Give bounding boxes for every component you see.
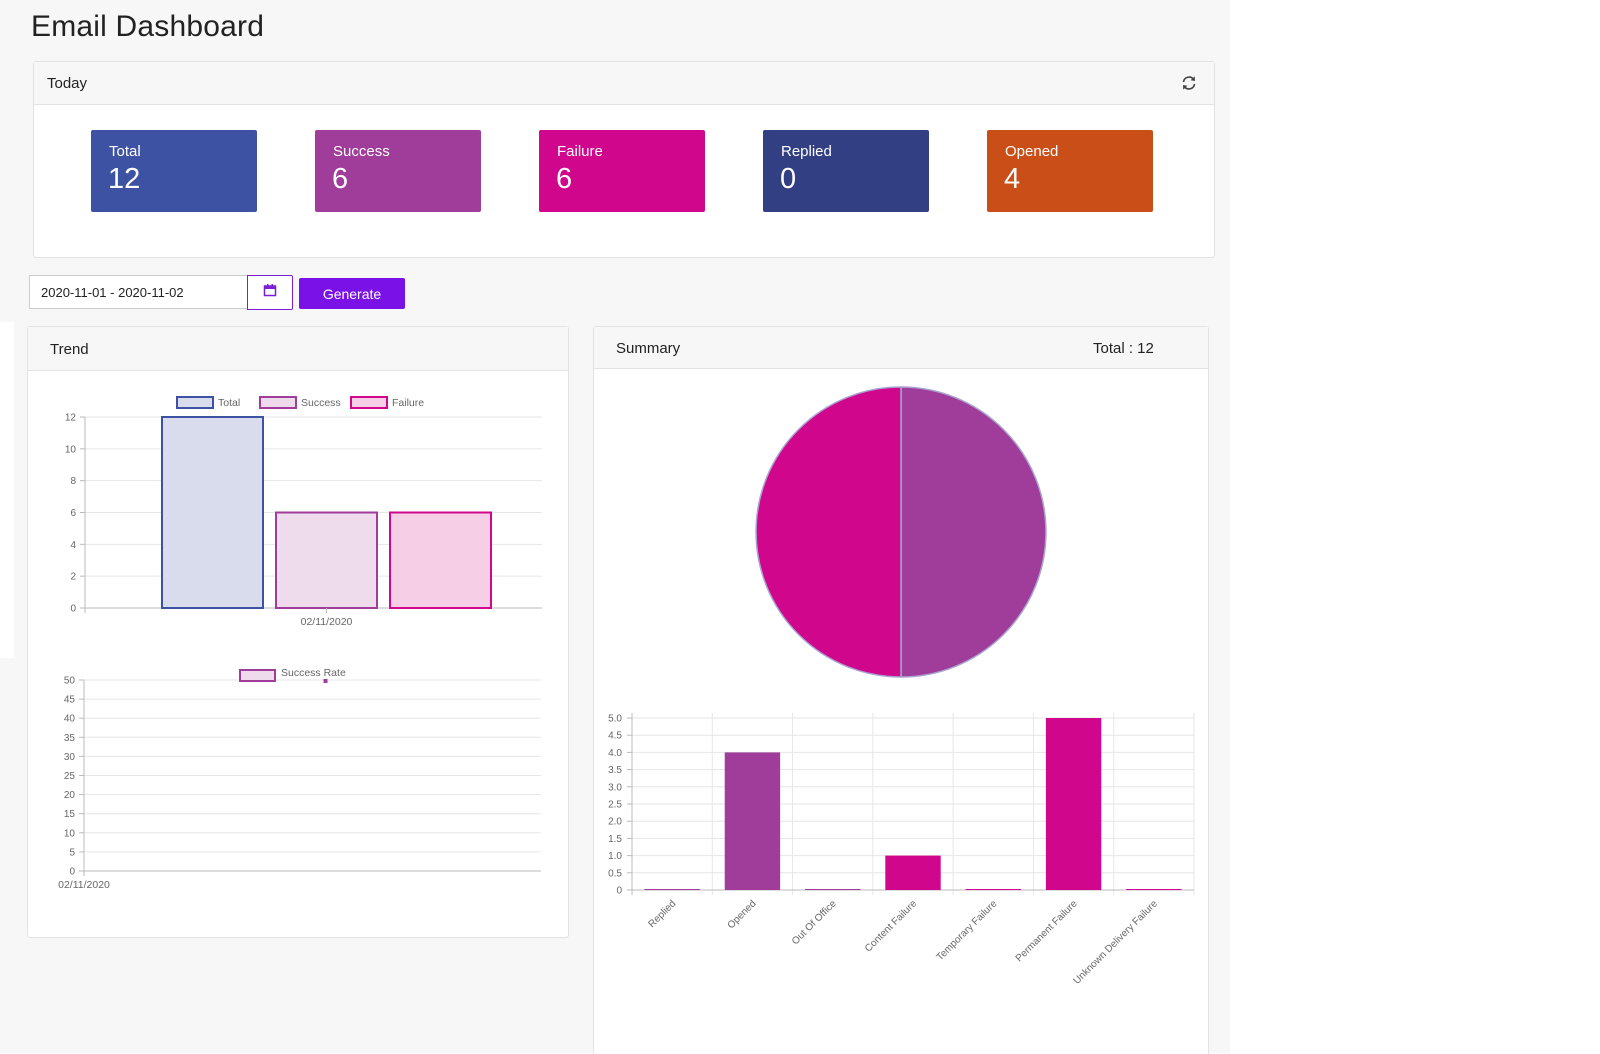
y-tick-label: 35: [64, 733, 76, 744]
page-title: Email Dashboard: [31, 10, 265, 43]
bar-success: [275, 511, 378, 609]
y-tick-label: 5: [69, 847, 75, 858]
summary-category-bar-chart: 0 0.5 1.0 1.5 2.0 2.5 3.0 3.5 4.0 4.5 5.0 Replied Op…: [608, 713, 1195, 987]
y-tick-label: 5.0: [608, 714, 622, 725]
y-tick-label: 0: [70, 604, 76, 615]
x-tick-label: Out Of Office: [790, 898, 839, 947]
trend-panel-header: Trend: [28, 327, 568, 371]
y-tick-label: 6: [70, 508, 76, 519]
today-panel-header: Today: [34, 62, 1214, 105]
stat-card-success: Success 6: [315, 130, 481, 212]
x-tick-label: Opened: [726, 898, 759, 931]
stat-card-value: 12: [108, 163, 141, 195]
stat-card-label: Total: [109, 143, 141, 160]
y-tick-label: 10: [65, 444, 77, 455]
stat-card-opened: Opened 4: [987, 130, 1153, 212]
y-tick-label: 4.5: [608, 731, 622, 742]
bar-temporary-failure: [965, 889, 1021, 890]
date-range-input[interactable]: [29, 275, 247, 309]
data-point-success-rate: [323, 679, 328, 683]
today-header-label: Today: [47, 75, 88, 92]
y-tick-label: 15: [64, 809, 76, 820]
trend-bar-chart: 0 2 4 6 8 10 12 Total Success Failure 02/11/2020: [65, 396, 542, 628]
legend-swatch: [350, 396, 388, 409]
y-tick-label: 1.5: [608, 834, 622, 845]
success-rate-chart: 0 5 10 15 20 25 30 35 40 45 50 Success Rate 02/11/20…: [58, 667, 541, 891]
y-tick-label: 2: [70, 572, 76, 583]
y-tick-label: 25: [64, 771, 76, 782]
x-tick-label: Temporary Failure: [935, 898, 1000, 963]
legend-label: Success: [301, 397, 341, 409]
y-tick-label: 2.0: [608, 817, 622, 828]
x-tick-label: Unknown Delivery Failure: [1072, 898, 1161, 987]
calendar-button[interactable]: [247, 275, 293, 310]
y-tick-label: 45: [64, 695, 76, 706]
y-tick-label: 50: [64, 676, 76, 687]
stat-card-value: 6: [332, 163, 349, 195]
y-tick-label: 3.0: [608, 782, 622, 793]
stat-card-label: Success: [333, 143, 390, 160]
y-tick-label: 12: [65, 413, 77, 424]
y-tick-label: 0: [616, 886, 622, 897]
y-tick-label: 3.5: [608, 765, 622, 776]
x-tick-label: Permanent Failure: [1014, 898, 1080, 964]
dashboard-page: Email Dashboard Today Total 12 Success 6…: [27, 10, 1215, 1054]
y-tick-label: 4: [70, 540, 76, 551]
bar-out-of-office: [805, 889, 861, 890]
legend-swatch: [259, 396, 297, 409]
y-tick-label: 8: [70, 476, 76, 487]
stat-card-total: Total 12: [91, 130, 257, 212]
summary-panel: Summary Total : 12 0 0.5 1.0 1.5 2.0 2.5 3.0 3.…: [593, 326, 1209, 1054]
stat-card-value: 0: [780, 163, 797, 195]
bar-opened: [724, 752, 781, 890]
today-panel: Today Total 12 Success 6 Failure 6 Repli…: [33, 61, 1215, 258]
trend-header-label: Trend: [50, 341, 89, 358]
legend-swatch: [176, 396, 214, 409]
bar-failure: [389, 511, 492, 609]
y-tick-label: 0: [69, 867, 75, 878]
summary-panel-header: Summary Total : 12: [594, 327, 1208, 369]
legend-label: Success Rate: [281, 667, 346, 679]
y-tick-label: 2.5: [608, 800, 622, 811]
legend-label: Failure: [392, 397, 424, 409]
y-tick-label: 1.0: [608, 851, 622, 862]
y-tick-label: 10: [64, 828, 76, 839]
stat-card-failure: Failure 6: [539, 130, 705, 212]
generate-button[interactable]: Generate: [299, 278, 405, 309]
stat-card-label: Replied: [781, 143, 832, 160]
y-tick-label: 0.5: [608, 868, 622, 879]
background-strip: [0, 322, 14, 658]
bar-content-failure: [885, 855, 941, 890]
stat-card-value: 6: [556, 163, 573, 195]
stat-card-replied: Replied 0: [763, 130, 929, 212]
legend-label: Total: [218, 397, 240, 409]
calendar-icon: [263, 283, 277, 302]
summary-total: Total : 12: [1093, 340, 1154, 357]
x-tick-label: 02/11/2020: [301, 616, 353, 628]
stat-card-label: Failure: [557, 143, 603, 160]
stat-card-value: 4: [1004, 163, 1021, 195]
bar-unknown-delivery-failure: [1126, 889, 1182, 890]
x-tick-label: Replied: [646, 898, 678, 930]
summary-header-label: Summary: [616, 340, 681, 357]
summary-pie-chart: [755, 386, 1047, 678]
x-tick-label: Content Failure: [863, 898, 919, 954]
refresh-icon[interactable]: [1180, 74, 1198, 92]
bar-permanent-failure: [1045, 718, 1102, 890]
y-tick-label: 4.0: [608, 748, 622, 759]
trend-panel: Trend 0 2 4 6 8 10 12 Total Success Failure 02/11/…: [27, 326, 569, 938]
bar-total: [161, 416, 264, 609]
pie-slice-failure: [755, 386, 902, 678]
y-tick-label: 30: [64, 752, 76, 763]
stat-card-label: Opened: [1005, 143, 1059, 160]
y-tick-label: 20: [64, 790, 76, 801]
legend-swatch: [239, 669, 276, 682]
pie-slice-success: [900, 386, 1047, 678]
x-tick-label: 02/11/2020: [58, 879, 110, 891]
y-tick-label: 40: [64, 714, 76, 725]
bar-replied: [644, 889, 700, 890]
